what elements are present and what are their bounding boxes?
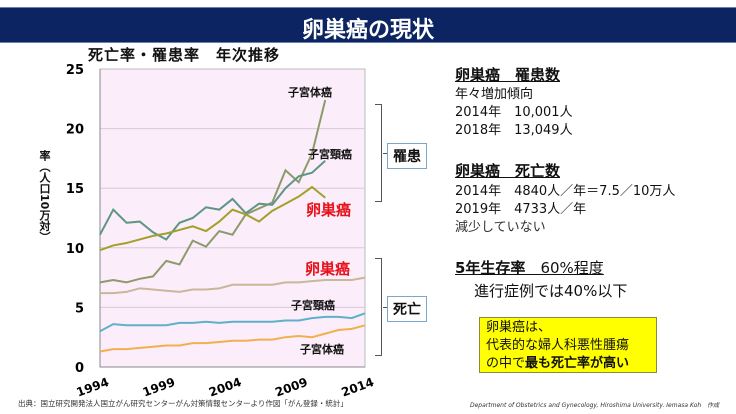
- incidence-line: 2018年 13,049人: [455, 123, 573, 138]
- y-tick-label: 10: [66, 242, 84, 257]
- series-line-2: [99, 185, 326, 252]
- series-line-3: [100, 276, 366, 295]
- incidence-line: 年々増加傾向: [455, 87, 534, 102]
- series-line-0: [99, 99, 327, 284]
- death-line: 2014年 4840人／年＝7.5／10万人: [455, 184, 676, 199]
- label-ovarian-death: 卵巣癌: [305, 260, 351, 278]
- note-line: 卵巣癌は、: [486, 320, 552, 335]
- series-line-1: [99, 160, 326, 241]
- series-line-5: [99, 324, 366, 353]
- x-tick-label: 1994: [75, 375, 111, 400]
- death-line: 2019年 4733人／年: [455, 202, 587, 217]
- x-tick-label: 2009: [273, 375, 309, 400]
- note-emphasis: 最も死亡率が高い: [525, 356, 630, 371]
- label-cervical-incidence: 子宮頸癌: [308, 148, 352, 161]
- y-tick-label: 25: [66, 63, 84, 78]
- death-line: 減少していない: [455, 220, 546, 235]
- label-cervical-death: 子宮頸癌: [291, 299, 335, 312]
- survival-heading: 5年生存率 60%程度: [455, 259, 604, 277]
- survival-sub: 進行症例では40%以下: [474, 282, 628, 300]
- death-bracket: [375, 258, 395, 356]
- y-axis-label: 率（人口10万対）: [38, 150, 51, 243]
- x-tick-label: 1999: [141, 375, 177, 400]
- death-heading: 卵巣癌 死亡数: [455, 162, 561, 180]
- note-line: の中で: [486, 356, 526, 371]
- incidence-bracket: [375, 104, 395, 202]
- slide-title: 卵巣癌の現状: [301, 18, 434, 43]
- x-tick-label: 2004: [207, 375, 243, 400]
- y-tick-label: 15: [66, 182, 84, 197]
- death-group-label: 死亡: [387, 296, 427, 322]
- credit-note: Department of Obstetrics and Gynecology,…: [470, 402, 720, 409]
- slide-header: 卵巣癌の現状: [0, 7, 736, 43]
- source-note: 出典：国立研究開発法人国立がん研究センターがん対策情報センターより作図「がん登録…: [18, 399, 348, 408]
- y-tick-label: 0: [75, 361, 84, 376]
- survival-value: 60%程度: [540, 259, 604, 277]
- chart-title: 死亡率・罹患率 年次推移: [88, 46, 281, 64]
- y-tick-label: 5: [75, 301, 84, 316]
- incidence-group-label: 罹患: [387, 143, 427, 169]
- series-line-4: [99, 312, 366, 333]
- survival-label: 5年生存率: [455, 259, 526, 277]
- label-uterine-body-death: 子宮体癌: [300, 343, 344, 356]
- label-ovarian-incidence: 卵巣癌: [306, 201, 352, 219]
- note-line: 代表的な婦人科悪性腫瘍: [486, 338, 630, 353]
- x-tick-label: 2014: [340, 375, 376, 400]
- highlight-note: 卵巣癌は、 代表的な婦人科悪性腫瘍 の中で最も死亡率が高い: [479, 317, 657, 373]
- label-uterine-body-incidence: 子宮体癌: [288, 86, 332, 99]
- y-tick-label: 20: [66, 123, 84, 138]
- incidence-heading: 卵巣癌 罹患数: [455, 66, 561, 84]
- incidence-line: 2014年 10,001人: [455, 105, 573, 120]
